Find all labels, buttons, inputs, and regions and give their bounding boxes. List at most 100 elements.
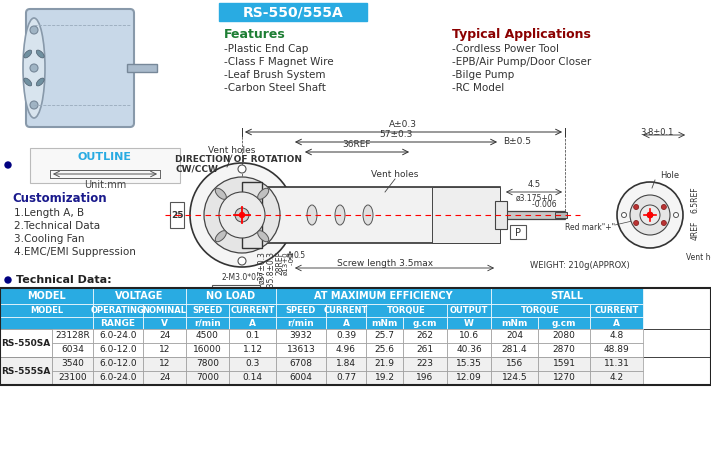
Circle shape	[617, 182, 683, 248]
Text: mNm: mNm	[371, 319, 397, 328]
Bar	[143, 329, 186, 343]
Text: ø35.8±0.3: ø35.8±0.3	[267, 251, 275, 291]
Bar	[229, 317, 276, 329]
Ellipse shape	[36, 78, 44, 86]
Text: 25.7: 25.7	[375, 331, 395, 341]
Text: 2870: 2870	[552, 345, 575, 354]
Ellipse shape	[23, 18, 45, 118]
Text: 12: 12	[159, 345, 170, 354]
Bar	[127, 64, 157, 72]
Text: Customization: Customization	[12, 192, 107, 205]
Text: A: A	[343, 319, 350, 328]
Circle shape	[238, 165, 246, 173]
Text: r/min: r/min	[288, 319, 314, 328]
Text: g.cm: g.cm	[413, 319, 437, 328]
Text: 11.31: 11.31	[604, 359, 629, 368]
Text: 6.0-24.0: 6.0-24.0	[100, 331, 137, 341]
Text: W: W	[464, 319, 474, 328]
Circle shape	[5, 162, 11, 168]
Bar	[52, 371, 93, 385]
Text: -Leaf Brush System: -Leaf Brush System	[224, 70, 326, 80]
Bar	[0, 304, 93, 317]
Text: SPEED: SPEED	[286, 306, 316, 315]
Text: ⊕ ø0.15 P: ⊕ ø0.15 P	[214, 287, 251, 297]
Text: 16000: 16000	[193, 345, 222, 354]
Text: 25: 25	[171, 211, 183, 219]
Text: 21.9: 21.9	[375, 359, 395, 368]
Text: 204: 204	[506, 331, 523, 341]
Text: 36REF: 36REF	[343, 140, 371, 149]
Circle shape	[661, 220, 666, 226]
Bar	[93, 329, 143, 343]
Text: AT MAXIMUM EFFICIENCY: AT MAXIMUM EFFICIENCY	[314, 291, 453, 301]
Text: 0.1: 0.1	[245, 331, 260, 341]
Ellipse shape	[215, 188, 226, 199]
Text: 0.5: 0.5	[293, 250, 305, 259]
Bar	[186, 288, 276, 304]
Bar	[590, 357, 643, 371]
Text: 4.96: 4.96	[336, 345, 356, 354]
Text: 10.6: 10.6	[459, 331, 479, 341]
Ellipse shape	[307, 205, 317, 225]
Circle shape	[235, 208, 249, 222]
Bar	[229, 371, 276, 385]
Bar	[326, 304, 366, 317]
Text: r/min: r/min	[194, 319, 221, 328]
Text: 6004: 6004	[289, 373, 312, 382]
Text: Screw length 3.5max: Screw length 3.5max	[337, 259, 433, 268]
Circle shape	[204, 177, 280, 253]
Bar	[143, 343, 186, 357]
Bar	[510, 225, 526, 239]
Text: CURRENT: CURRENT	[230, 306, 274, 315]
Bar	[143, 317, 186, 329]
Text: -RC Model: -RC Model	[452, 83, 504, 93]
Text: 4500: 4500	[196, 331, 219, 341]
Text: 124.5: 124.5	[502, 373, 528, 382]
Bar	[403, 329, 447, 343]
Bar	[93, 288, 186, 304]
Bar	[447, 304, 491, 317]
Bar	[186, 371, 229, 385]
Text: 6708: 6708	[289, 359, 313, 368]
Ellipse shape	[363, 205, 373, 225]
Text: 3.8±0.1: 3.8±0.1	[640, 128, 673, 137]
Bar	[495, 201, 507, 229]
Text: 2.Technical Data: 2.Technical Data	[14, 221, 100, 231]
Ellipse shape	[24, 78, 32, 86]
Bar	[590, 371, 643, 385]
Bar	[491, 304, 590, 317]
Text: -Plastic End Cap: -Plastic End Cap	[224, 44, 309, 54]
Ellipse shape	[257, 231, 269, 242]
Text: 1.84: 1.84	[336, 359, 356, 368]
Text: A: A	[613, 319, 620, 328]
Bar	[0, 329, 52, 357]
Text: 262: 262	[417, 331, 434, 341]
Text: 0.3: 0.3	[245, 359, 260, 368]
Bar	[366, 304, 447, 317]
Bar	[326, 357, 366, 371]
Text: 24: 24	[159, 331, 170, 341]
Text: NO LOAD: NO LOAD	[206, 291, 255, 301]
Bar	[219, 3, 367, 21]
Ellipse shape	[335, 205, 345, 225]
Text: mNm: mNm	[501, 319, 528, 328]
Text: 25.6: 25.6	[375, 345, 395, 354]
Text: Features: Features	[224, 28, 286, 41]
Bar	[500, 211, 565, 219]
Text: 23128R: 23128R	[55, 331, 90, 341]
Bar	[447, 371, 491, 385]
Text: 4.5: 4.5	[528, 180, 540, 189]
Bar	[491, 357, 538, 371]
Bar	[186, 357, 229, 371]
Text: V: V	[161, 319, 168, 328]
Bar	[186, 329, 229, 343]
Bar	[447, 317, 491, 329]
Text: 48.89: 48.89	[604, 345, 629, 354]
Bar	[186, 317, 229, 329]
Bar	[366, 371, 403, 385]
Text: RS-555SA: RS-555SA	[1, 366, 50, 375]
Text: 15.35: 15.35	[456, 359, 482, 368]
Text: 0.14: 0.14	[242, 373, 262, 382]
Text: ø13+0
    -0.1: ø13+0 -0.1	[282, 251, 296, 275]
Circle shape	[647, 212, 653, 218]
